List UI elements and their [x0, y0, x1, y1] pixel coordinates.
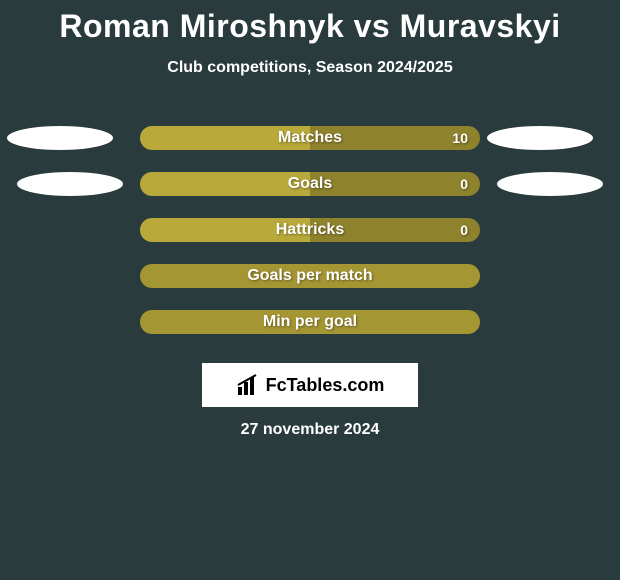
stat-bar: Goals per match	[140, 264, 480, 288]
footer-date: 27 november 2024	[0, 421, 620, 439]
player-right-marker	[487, 126, 593, 150]
footer-logo[interactable]: FcTables.com	[202, 363, 418, 407]
player-right-marker	[497, 172, 603, 196]
stat-bar: Min per goal	[140, 310, 480, 334]
stat-label: Goals per match	[140, 264, 480, 288]
stat-bar: Hattricks0	[140, 218, 480, 242]
stat-bar: Matches10	[140, 126, 480, 150]
stat-bar: Goals0	[140, 172, 480, 196]
stat-row: Goals per match	[0, 253, 620, 299]
stat-value-right: 0	[460, 172, 468, 196]
stat-label: Matches	[140, 126, 480, 150]
stat-label: Min per goal	[140, 310, 480, 334]
page-title: Roman Miroshnyk vs Muravskyi	[0, 0, 620, 45]
subtitle: Club competitions, Season 2024/2025	[0, 59, 620, 77]
stat-value-right: 0	[460, 218, 468, 242]
stat-value-right: 10	[452, 126, 468, 150]
stat-row: Matches10	[0, 115, 620, 161]
player-left-marker	[17, 172, 123, 196]
stat-row: Hattricks0	[0, 207, 620, 253]
stat-row: Goals0	[0, 161, 620, 207]
stat-label: Goals	[140, 172, 480, 196]
footer-logo-text: FcTables.com	[266, 375, 385, 396]
stat-row: Min per goal	[0, 299, 620, 345]
player-left-marker	[7, 126, 113, 150]
stat-label: Hattricks	[140, 218, 480, 242]
bars-icon	[236, 373, 260, 397]
comparison-chart: Matches10Goals0Hattricks0Goals per match…	[0, 115, 620, 345]
